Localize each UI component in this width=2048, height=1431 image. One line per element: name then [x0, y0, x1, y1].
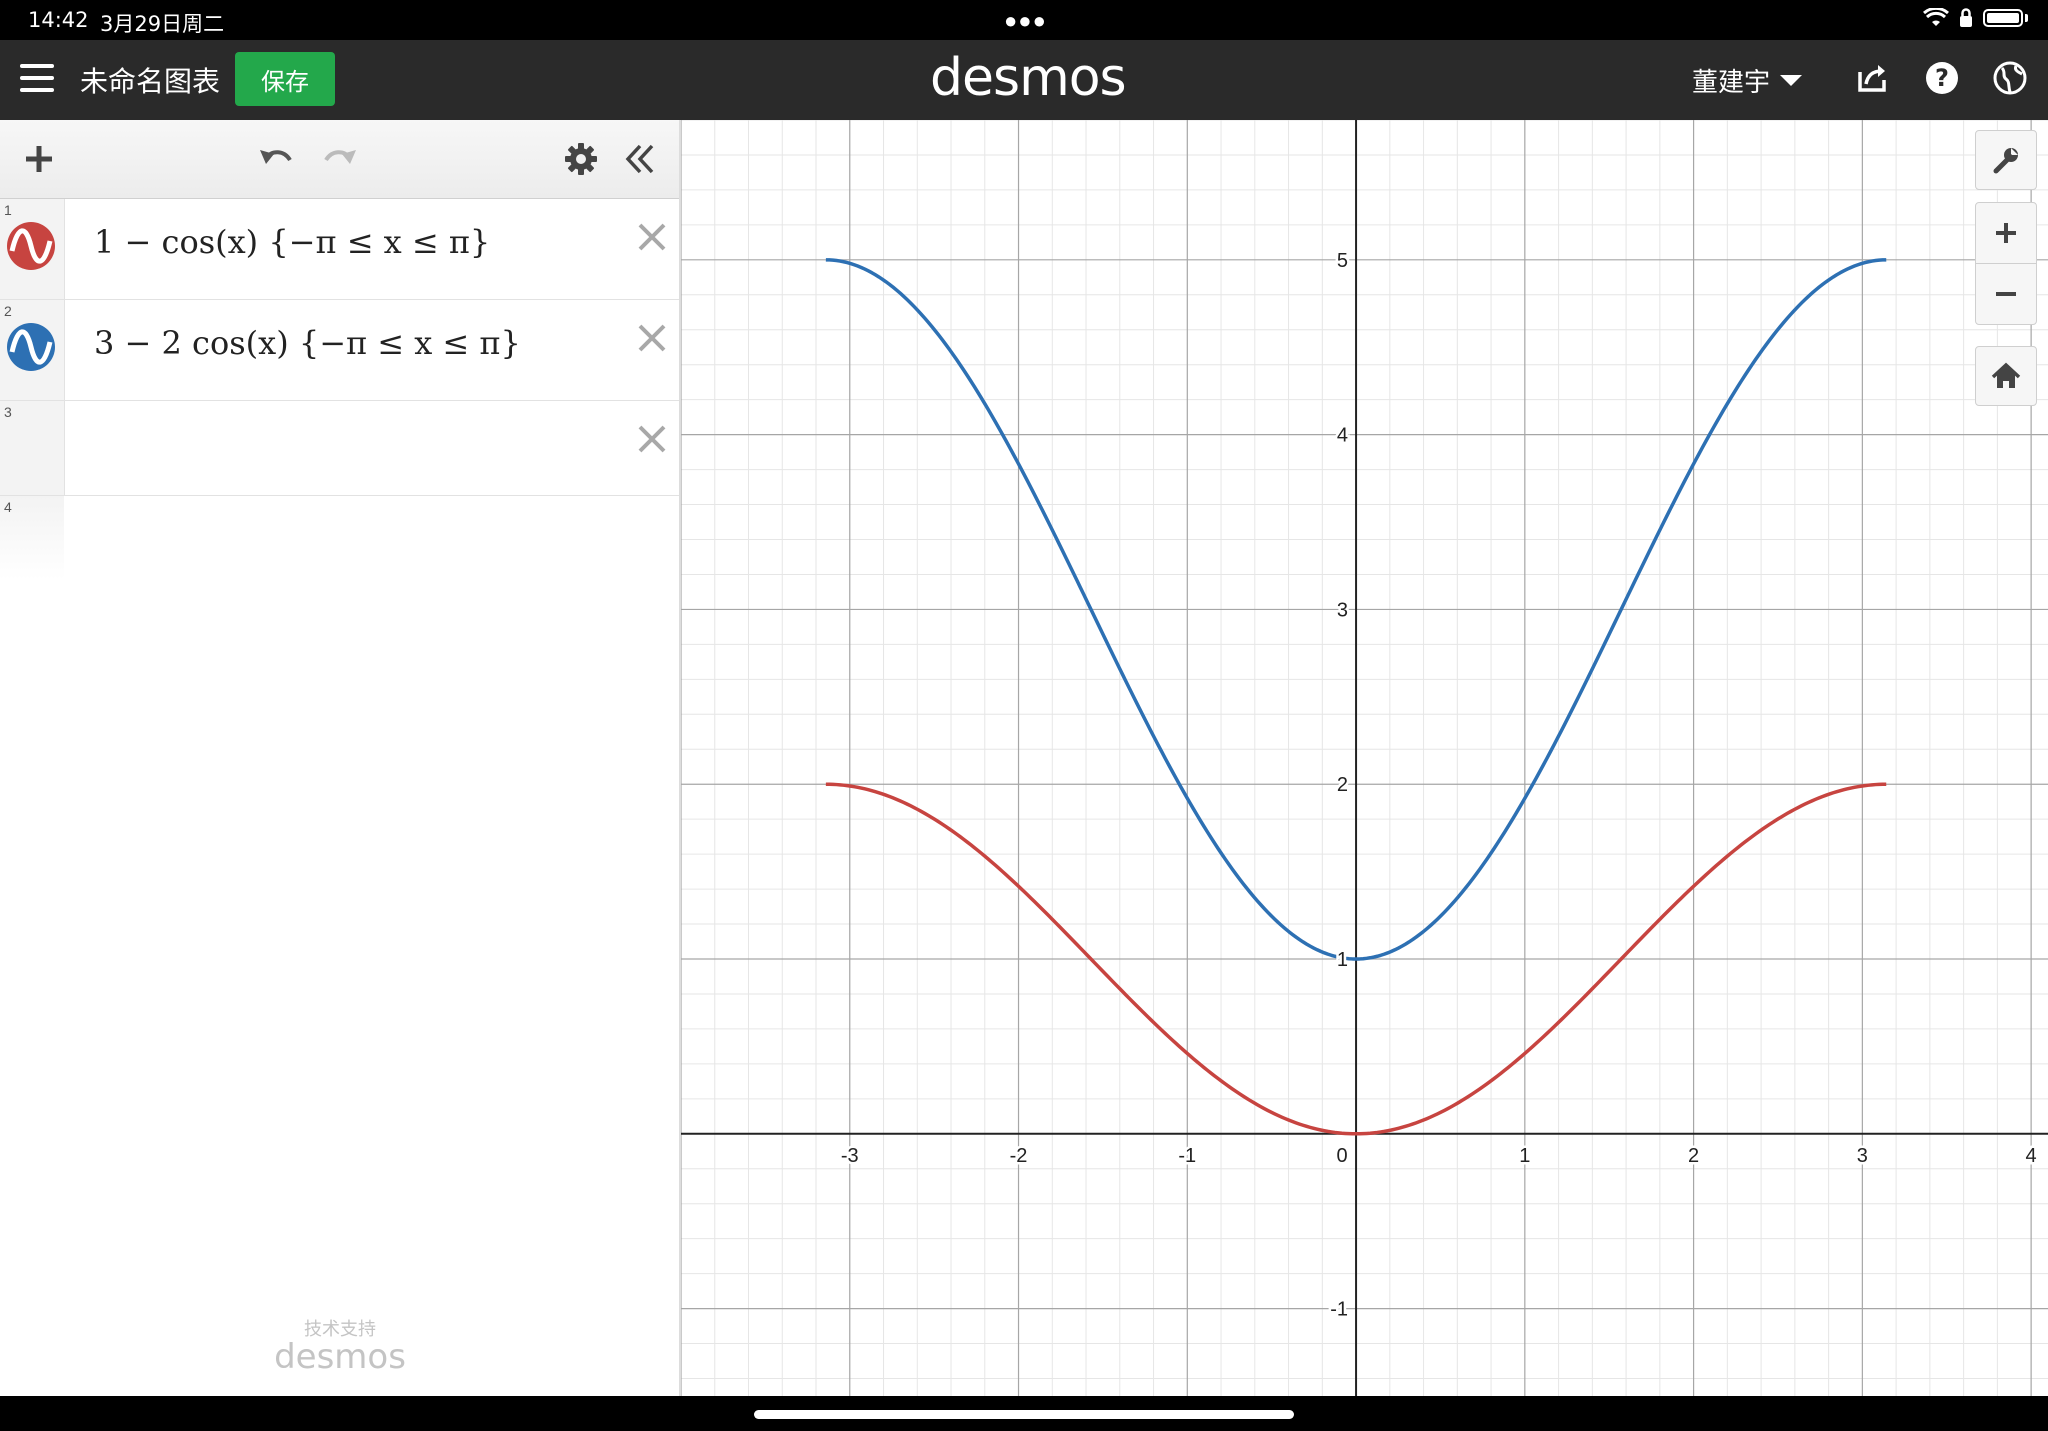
- expression-gutter: 2: [0, 300, 65, 400]
- plus-icon: [1996, 223, 2016, 243]
- graph-settings-button[interactable]: [1975, 130, 2037, 190]
- expression-row-2[interactable]: 2 3 − 2 cos(x) {−π ≤ x ≤ π}: [0, 300, 679, 401]
- graph-paper[interactable]: -3 -2 -1 0 1 2 3 4 -1 1 2 3 4 5: [681, 120, 2048, 1396]
- zoom-out-button[interactable]: [1975, 263, 2037, 325]
- globe-icon[interactable]: [1990, 58, 2030, 98]
- x-tick-label: -2: [1010, 1145, 1028, 1167]
- powered-by-desmos[interactable]: 技术支持 desmos: [270, 1315, 410, 1377]
- expression-number: 2: [4, 303, 12, 319]
- home-icon: [1991, 362, 2021, 388]
- y-tick-label: 4: [1337, 425, 1348, 447]
- status-time: 14:42: [28, 8, 89, 32]
- y-tick-label: 5: [1337, 250, 1348, 272]
- zoom-in-button[interactable]: [1975, 202, 2037, 264]
- expression-number: 4: [4, 499, 12, 515]
- delete-expression-icon[interactable]: [634, 421, 670, 457]
- status-date: 3月29日周二: [100, 12, 225, 36]
- expression-input[interactable]: 1 − cos(x) {−π ≤ x ≤ π}: [94, 223, 491, 261]
- settings-gear-icon[interactable]: [560, 138, 602, 180]
- y-tick-label: 2: [1337, 774, 1348, 796]
- app-header: 未命名图表 保存 desmos 董建宇 ?: [0, 40, 2048, 120]
- hamburger-menu-icon[interactable]: [20, 64, 54, 92]
- battery-icon: [1983, 9, 2023, 27]
- expression-toolbar: [0, 120, 679, 199]
- graph-color-toggle-icon[interactable]: [6, 221, 56, 271]
- x-tick-label: -3: [841, 1145, 859, 1167]
- expression-input[interactable]: 3 − 2 cos(x) {−π ≤ x ≤ π}: [94, 324, 521, 362]
- expression-gutter: 4: [0, 496, 64, 580]
- x-tick-label: 0: [1336, 1145, 1347, 1167]
- x-tick-label: 3: [1857, 1145, 1868, 1167]
- expression-row-1[interactable]: 1 1 − cos(x) {−π ≤ x ≤ π}: [0, 199, 679, 300]
- expression-number: 3: [4, 404, 12, 420]
- footer-desmos-logo: desmos: [274, 1337, 406, 1377]
- collapse-panel-icon[interactable]: [620, 138, 662, 180]
- user-menu[interactable]: 董建宇: [1692, 62, 1803, 99]
- expression-row-4[interactable]: 4: [0, 496, 679, 580]
- delete-expression-icon[interactable]: [634, 219, 670, 255]
- wifi-icon: [1923, 8, 1949, 26]
- powered-by-label: 技术支持: [304, 1319, 376, 1340]
- minus-icon: [1996, 292, 2016, 296]
- save-button[interactable]: 保存: [235, 52, 335, 106]
- default-view-button[interactable]: [1975, 346, 2037, 406]
- add-expression-icon[interactable]: [18, 138, 60, 180]
- home-indicator-bar: [0, 1396, 2048, 1431]
- lock-icon: [1960, 8, 1972, 27]
- series-curve-1[interactable]: [825, 782, 1887, 1136]
- expression-row-3[interactable]: 3: [0, 401, 679, 496]
- delete-expression-icon[interactable]: [634, 320, 670, 356]
- y-tick-label: 3: [1337, 599, 1348, 621]
- redo-icon[interactable]: [318, 138, 360, 180]
- x-tick-label: 2: [1688, 1145, 1699, 1167]
- chevron-down-icon: [1780, 75, 1803, 86]
- user-name: 董建宇: [1692, 68, 1771, 98]
- graph-title[interactable]: 未命名图表: [80, 65, 221, 98]
- svg-text:?: ?: [1935, 64, 1949, 92]
- graph-canvas[interactable]: -3 -2 -1 0 1 2 3 4 -1 1 2 3 4 5: [681, 120, 2048, 1396]
- x-tick-label: -1: [1178, 1145, 1196, 1167]
- graph-color-toggle-icon[interactable]: [6, 322, 56, 372]
- y-tick-label: -1: [1330, 1299, 1348, 1321]
- expression-gutter: 1: [0, 199, 65, 299]
- status-bar: 14:42 3月29日周二 ●●●: [0, 0, 2048, 40]
- series-curve-2[interactable]: [825, 258, 1887, 961]
- home-indicator[interactable]: [754, 1410, 1294, 1419]
- desmos-logo: desmos: [930, 48, 1127, 108]
- expression-panel: 1 1 − cos(x) {−π ≤ x ≤ π} 2 3 − 2 cos(x)…: [0, 120, 681, 1396]
- multitasking-dots-icon[interactable]: ●●●: [1004, 8, 1047, 33]
- wrench-icon: [1993, 148, 2018, 174]
- help-icon[interactable]: ?: [1922, 58, 1962, 98]
- expression-gutter: 3: [0, 401, 65, 495]
- undo-icon[interactable]: [256, 138, 298, 180]
- x-tick-label: 1: [1519, 1145, 1530, 1167]
- y-tick-label: 1: [1337, 949, 1348, 971]
- expression-number: 1: [4, 202, 12, 218]
- x-tick-label: 4: [2026, 1145, 2037, 1167]
- share-icon[interactable]: [1852, 58, 1892, 98]
